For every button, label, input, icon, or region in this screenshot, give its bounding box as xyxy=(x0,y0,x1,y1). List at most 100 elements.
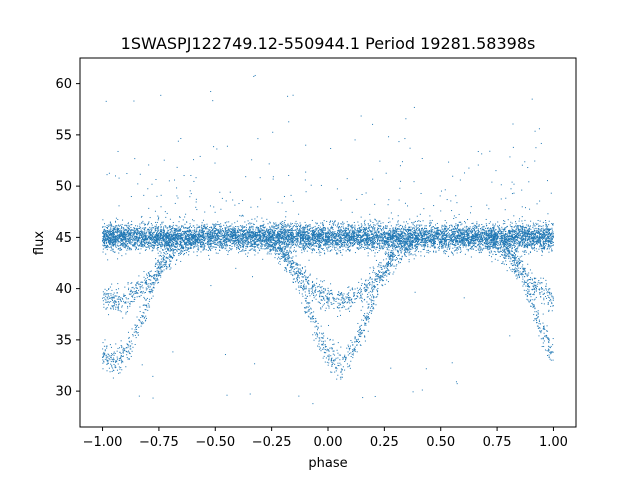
data-point xyxy=(407,229,409,231)
data-point xyxy=(144,227,146,229)
data-point xyxy=(441,234,443,236)
data-point xyxy=(526,235,528,237)
data-point xyxy=(151,228,153,230)
data-point xyxy=(192,247,194,249)
data-point xyxy=(485,232,487,234)
data-point xyxy=(403,244,405,246)
data-point xyxy=(154,237,156,239)
data-point xyxy=(136,232,138,234)
data-point xyxy=(124,230,126,232)
data-point xyxy=(192,242,194,244)
data-point xyxy=(302,240,304,242)
data-point xyxy=(535,243,537,245)
data-point xyxy=(431,239,433,241)
data-point xyxy=(212,231,214,233)
data-point xyxy=(379,241,381,243)
data-point xyxy=(541,230,543,232)
data-point xyxy=(334,236,336,238)
data-point xyxy=(442,237,444,239)
data-point xyxy=(365,234,367,236)
data-point xyxy=(334,244,336,246)
data-point xyxy=(340,241,342,243)
data-point xyxy=(291,242,293,244)
data-point xyxy=(302,248,304,250)
data-point xyxy=(107,239,109,241)
data-point xyxy=(390,238,392,240)
data-point xyxy=(322,234,324,236)
data-point xyxy=(419,242,421,244)
data-point xyxy=(277,234,279,236)
data-point xyxy=(409,230,411,232)
data-point xyxy=(279,222,281,224)
data-point xyxy=(261,239,263,241)
data-point xyxy=(379,220,381,222)
data-point xyxy=(343,222,345,224)
data-point xyxy=(494,237,496,239)
data-point xyxy=(492,245,494,247)
data-point xyxy=(201,236,203,238)
data-point xyxy=(103,245,105,247)
data-point xyxy=(204,236,206,238)
data-point xyxy=(480,229,482,231)
data-point xyxy=(157,239,159,241)
data-point xyxy=(391,249,393,251)
data-point xyxy=(133,234,135,236)
data-point xyxy=(324,242,326,244)
data-point xyxy=(342,235,344,237)
data-point xyxy=(529,244,531,246)
data-point xyxy=(462,244,464,246)
data-point xyxy=(304,248,306,250)
data-point xyxy=(356,237,358,239)
data-point xyxy=(408,230,410,232)
data-point xyxy=(410,237,412,239)
data-point xyxy=(426,238,428,240)
data-point xyxy=(160,245,162,247)
data-point xyxy=(420,244,422,246)
data-point xyxy=(229,241,231,243)
data-point xyxy=(110,246,112,248)
data-point xyxy=(209,258,211,260)
data-point xyxy=(500,237,502,239)
data-point xyxy=(190,229,192,231)
data-point xyxy=(542,233,544,235)
data-point xyxy=(543,247,545,249)
data-point xyxy=(247,236,249,238)
data-point xyxy=(512,239,514,241)
data-point xyxy=(308,229,310,231)
data-point xyxy=(370,230,372,232)
data-point xyxy=(102,244,104,246)
data-point xyxy=(474,246,476,248)
data-point xyxy=(399,234,401,236)
data-point xyxy=(428,249,430,251)
data-point xyxy=(163,232,165,234)
data-point xyxy=(139,237,141,239)
data-point xyxy=(271,231,273,233)
data-point xyxy=(395,234,397,236)
data-point xyxy=(280,224,282,226)
data-point xyxy=(400,228,402,230)
data-point xyxy=(289,235,291,237)
data-point xyxy=(480,251,482,253)
data-point xyxy=(341,233,343,235)
data-point xyxy=(248,231,250,233)
data-point xyxy=(379,225,381,227)
data-point xyxy=(287,238,289,240)
data-point xyxy=(431,232,433,234)
data-point xyxy=(313,232,315,234)
data-point xyxy=(419,224,421,226)
data-point xyxy=(365,233,367,235)
data-point xyxy=(163,227,165,229)
data-point xyxy=(135,247,137,249)
data-point xyxy=(109,243,111,245)
data-point xyxy=(380,222,382,224)
data-point xyxy=(454,246,456,248)
data-point xyxy=(162,237,164,239)
data-point xyxy=(407,250,409,252)
data-point xyxy=(182,235,184,237)
data-point xyxy=(552,242,554,243)
data-point xyxy=(481,233,483,235)
data-point xyxy=(261,225,263,227)
data-point xyxy=(377,239,379,241)
data-point xyxy=(364,227,366,229)
data-point xyxy=(344,230,346,232)
